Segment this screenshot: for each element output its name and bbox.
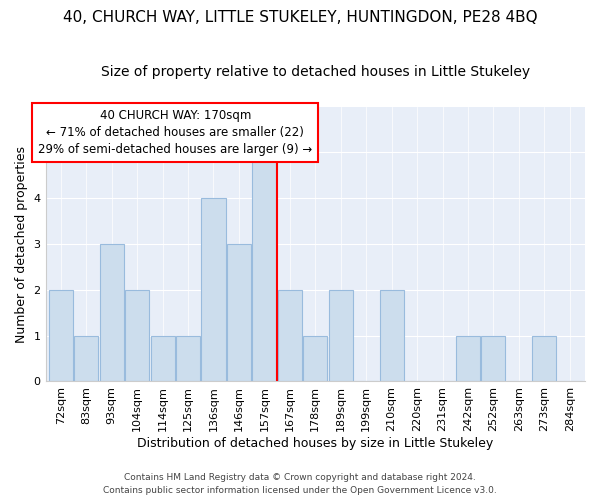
Bar — [252, 152, 277, 382]
Bar — [481, 336, 505, 382]
Bar — [125, 290, 149, 382]
Text: 40 CHURCH WAY: 170sqm
← 71% of detached houses are smaller (22)
29% of semi-deta: 40 CHURCH WAY: 170sqm ← 71% of detached … — [38, 109, 313, 156]
Bar — [176, 336, 200, 382]
Text: 40, CHURCH WAY, LITTLE STUKELEY, HUNTINGDON, PE28 4BQ: 40, CHURCH WAY, LITTLE STUKELEY, HUNTING… — [62, 10, 538, 25]
Bar — [227, 244, 251, 382]
Bar — [329, 290, 353, 382]
Bar — [456, 336, 480, 382]
Bar — [303, 336, 328, 382]
Bar — [151, 336, 175, 382]
Bar — [202, 198, 226, 382]
Text: Contains HM Land Registry data © Crown copyright and database right 2024.
Contai: Contains HM Land Registry data © Crown c… — [103, 474, 497, 495]
Title: Size of property relative to detached houses in Little Stukeley: Size of property relative to detached ho… — [101, 65, 530, 79]
X-axis label: Distribution of detached houses by size in Little Stukeley: Distribution of detached houses by size … — [137, 437, 493, 450]
Bar — [278, 290, 302, 382]
Bar — [100, 244, 124, 382]
Bar — [532, 336, 556, 382]
Bar — [49, 290, 73, 382]
Bar — [380, 290, 404, 382]
Y-axis label: Number of detached properties: Number of detached properties — [15, 146, 28, 342]
Bar — [74, 336, 98, 382]
